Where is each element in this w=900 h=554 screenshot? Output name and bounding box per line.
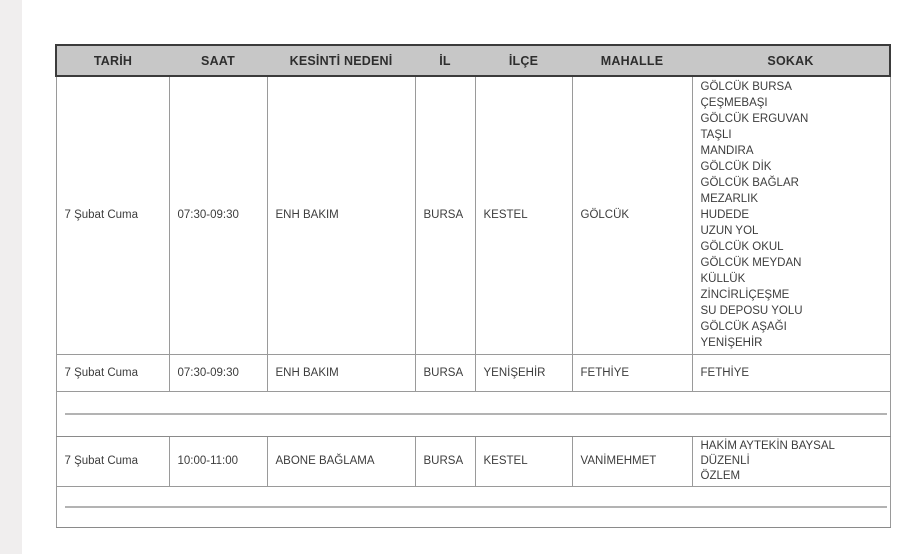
empty-spacer-row-1 [55, 390, 891, 437]
cell-tarih: 7 Şubat Cuma [55, 353, 170, 392]
cell-sokak: GÖLCÜK BURSA ÇEŞMEBAŞI GÖLCÜK ERGUVAN TA… [691, 75, 891, 355]
cell-tarih: 7 Şubat Cuma [55, 435, 170, 487]
col-header-saat: SAAT [169, 44, 267, 77]
spacer-cell [55, 485, 891, 528]
cell-kesinti-nedeni: ABONE BAĞLAMA [266, 435, 416, 487]
cell-ilce: KESTEL [474, 75, 573, 355]
cell-mahalle: VANİMEHMET [571, 435, 693, 487]
cell-il: BURSA [414, 353, 476, 392]
cell-tarih: 7 Şubat Cuma [55, 75, 170, 355]
divider-line [64, 412, 887, 415]
cell-kesinti-nedeni: ENH BAKIM [266, 353, 416, 392]
table-row-2: 7 Şubat Cuma 07:30-09:30 ENH BAKIM BURSA… [55, 353, 891, 392]
col-header-sokak: SOKAK [692, 44, 891, 77]
cell-sokak: FETHİYE [691, 353, 891, 392]
cell-saat: 10:00-11:00 [168, 435, 268, 487]
col-header-mahalle: MAHALLE [572, 44, 692, 77]
cell-ilce: YENİŞEHİR [474, 353, 573, 392]
cell-kesinti-nedeni: ENH BAKIM [266, 75, 416, 355]
cell-saat: 07:30-09:30 [168, 75, 268, 355]
table-row-3: 7 Şubat Cuma 10:00-11:00 ABONE BAĞLAMA B… [55, 435, 891, 487]
table-body: 7 Şubat Cuma 07:30-09:30 ENH BAKIM BURSA… [55, 75, 891, 528]
cell-il: BURSA [414, 75, 476, 355]
table-header: TARİH SAAT KESİNTİ NEDENİ İL İLÇE MAHALL… [55, 44, 891, 77]
cell-mahalle: FETHİYE [571, 353, 693, 392]
cell-sokak: HAKİM AYTEKİN BAYSAL DÜZENLİ ÖZLEM [691, 435, 891, 487]
cell-saat: 07:30-09:30 [168, 353, 268, 392]
table-row-1: 7 Şubat Cuma 07:30-09:30 ENH BAKIM BURSA… [55, 75, 891, 355]
divider-line [64, 505, 887, 508]
outage-table: TARİH SAAT KESİNTİ NEDENİ İL İLÇE MAHALL… [55, 44, 891, 528]
col-header-tarih: TARİH [55, 44, 169, 77]
page-left-edge-strip [0, 0, 22, 554]
empty-spacer-row-2 [55, 485, 891, 528]
col-header-kesinti-nedeni: KESİNTİ NEDENİ [267, 44, 415, 77]
cell-ilce: KESTEL [474, 435, 573, 487]
cell-mahalle: GÖLCÜK [571, 75, 693, 355]
header-row: TARİH SAAT KESİNTİ NEDENİ İL İLÇE MAHALL… [55, 44, 891, 77]
col-header-ilce: İLÇE [475, 44, 572, 77]
spacer-cell [55, 390, 891, 437]
cell-il: BURSA [414, 435, 476, 487]
col-header-il: İL [415, 44, 475, 77]
